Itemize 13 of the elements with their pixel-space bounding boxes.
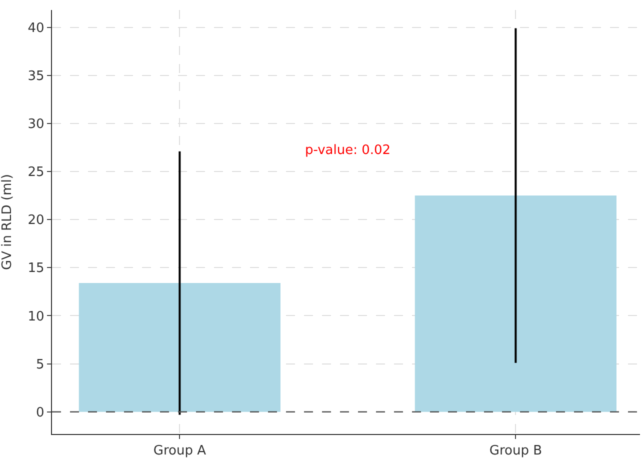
y-tick-label: 30: [28, 117, 44, 132]
y-tick-label: 15: [28, 261, 44, 276]
x-tick-label: Group A: [153, 444, 206, 459]
y-tick-label: 10: [28, 309, 44, 324]
x-tick-label: Group B: [489, 444, 542, 459]
annotation: p-value: 0.02: [305, 143, 391, 158]
y-tick-label: 5: [36, 357, 44, 372]
y-tick-label: 0: [36, 405, 44, 420]
y-tick-label: 20: [28, 213, 44, 228]
y-tick-label: 25: [28, 165, 44, 180]
y-axis-title: GV in RLD (ml): [0, 174, 15, 270]
y-tick-label: 40: [28, 20, 44, 36]
y-tick-label: 35: [28, 68, 44, 84]
